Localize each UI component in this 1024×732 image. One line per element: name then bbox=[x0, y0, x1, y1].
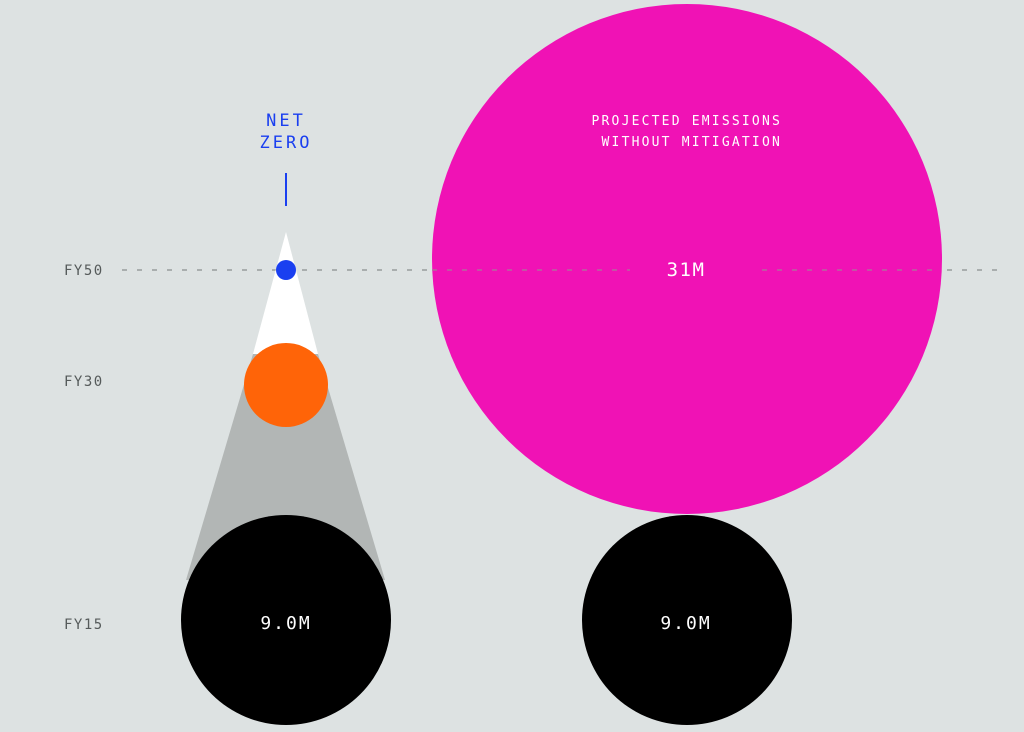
right-base-value: 9.0M bbox=[660, 613, 711, 634]
net-zero-label-line1: NET bbox=[266, 111, 306, 131]
projected-label-line1: PROJECTED EMISSIONS bbox=[591, 114, 782, 129]
reduction-cone-lower bbox=[186, 354, 385, 580]
year-label-fy50: FY50 bbox=[64, 263, 104, 279]
net-zero-dot bbox=[276, 260, 296, 280]
fy15-right-circle bbox=[582, 515, 792, 725]
projected-label-line2: WITHOUT MITIGATION bbox=[602, 135, 782, 150]
reduction-cone-upper bbox=[253, 232, 318, 354]
fy30-circle bbox=[244, 343, 328, 427]
projected-value: 31M bbox=[667, 259, 706, 281]
year-label-fy15: FY15 bbox=[64, 617, 104, 633]
left-base-value: 9.0M bbox=[260, 613, 311, 634]
year-label-fy30: FY30 bbox=[64, 374, 104, 390]
net-zero-label-line2: ZERO bbox=[260, 133, 313, 153]
projected-emissions-circle bbox=[432, 4, 942, 514]
fy15-left-circle bbox=[181, 515, 391, 725]
